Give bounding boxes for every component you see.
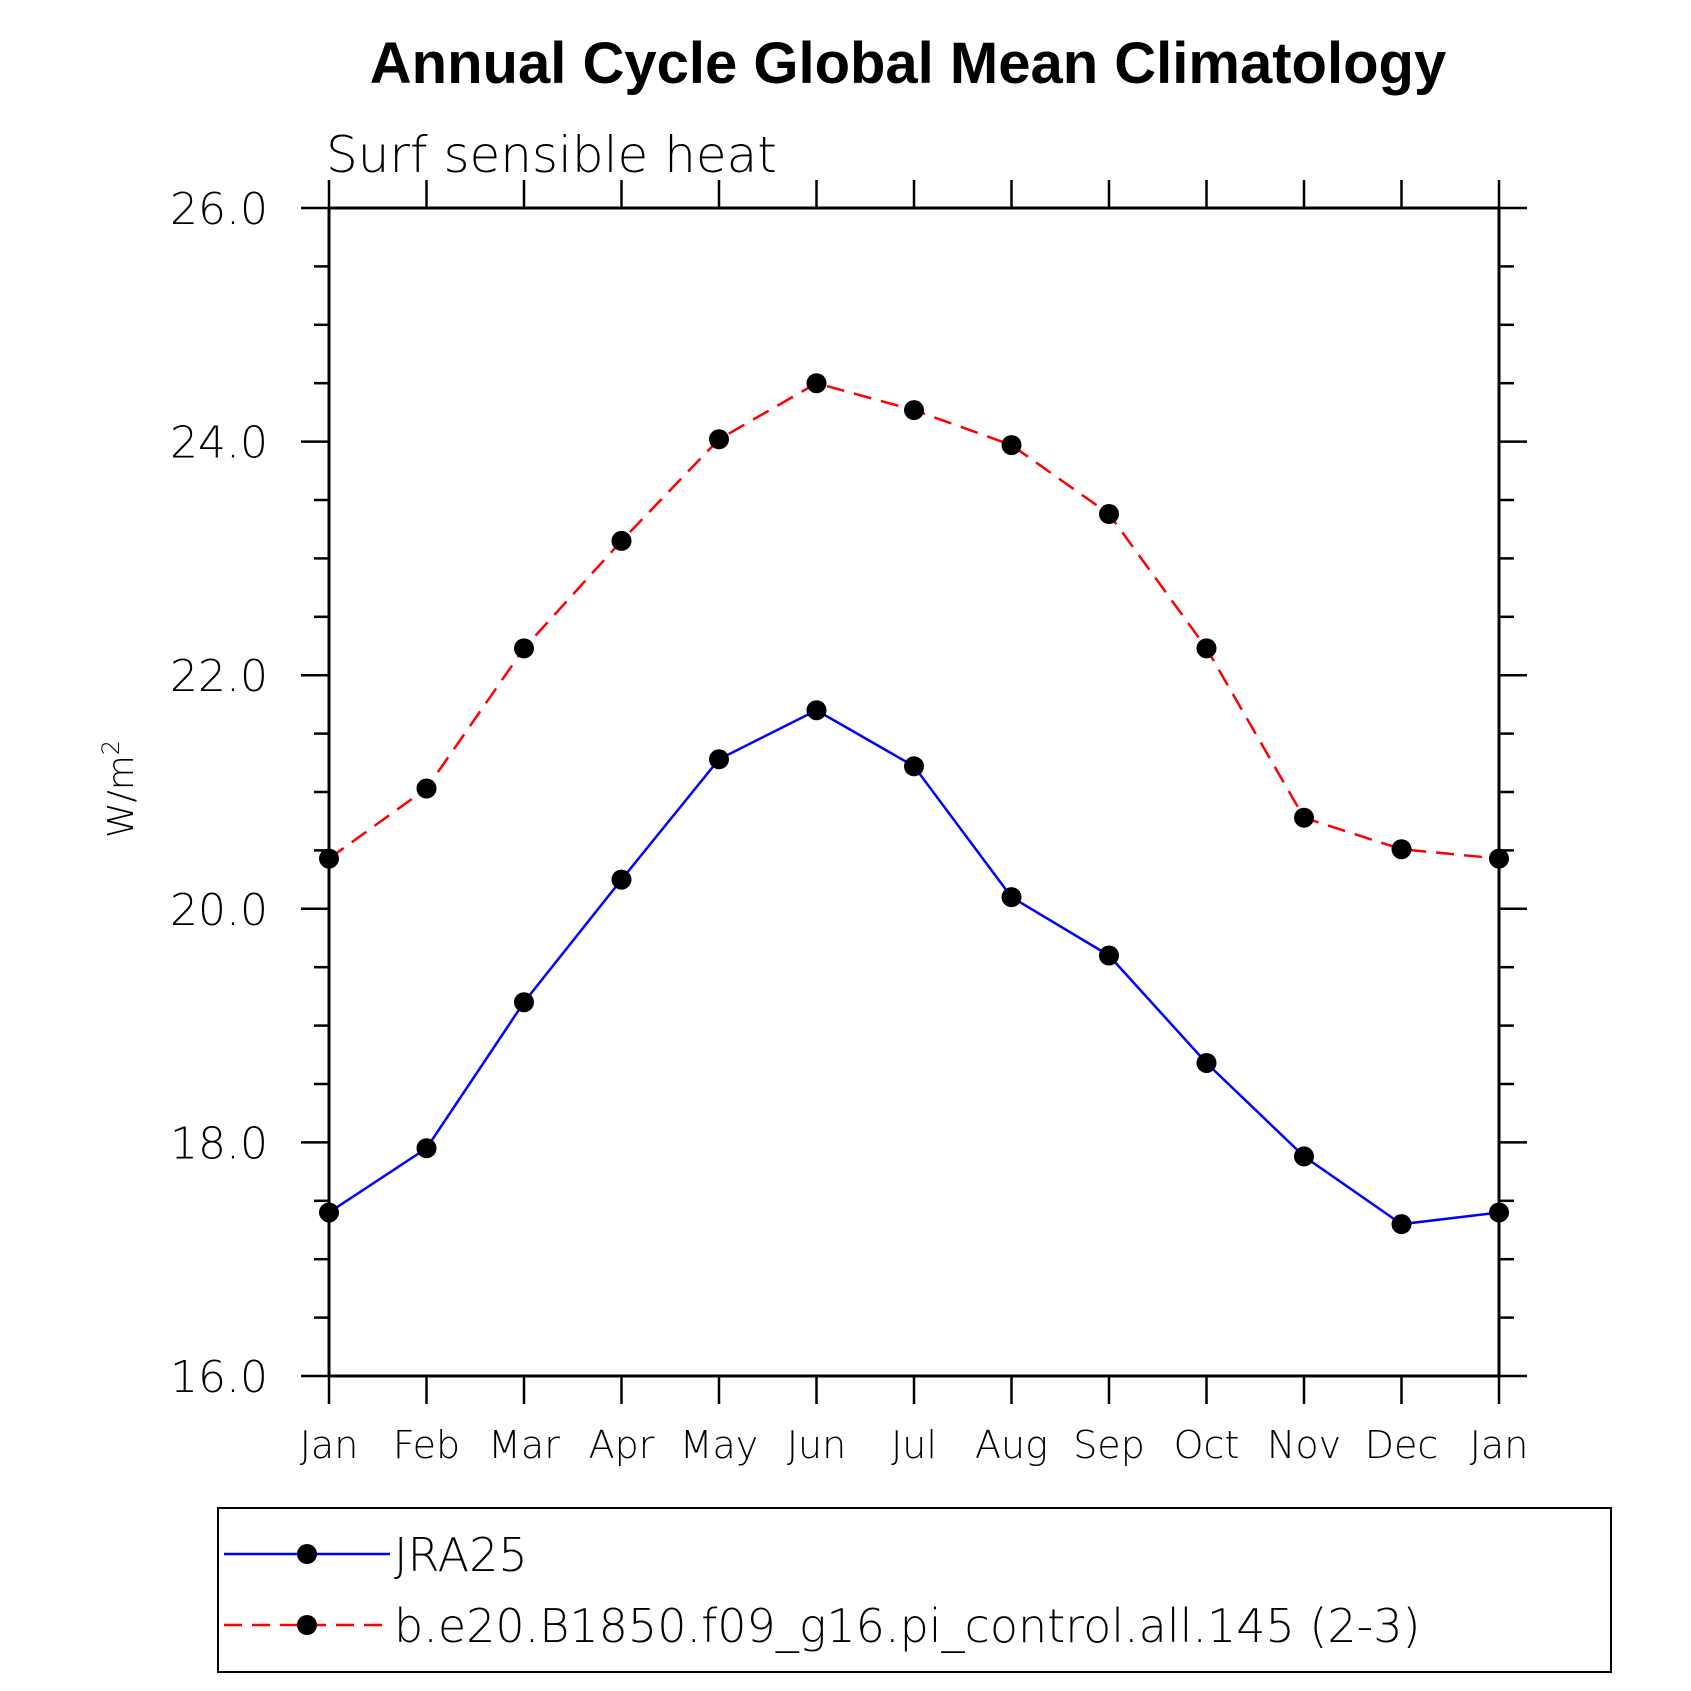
x-tick-label: Jan bbox=[300, 1423, 359, 1467]
x-tick-label: Jan bbox=[1470, 1423, 1529, 1467]
series-1-point bbox=[1294, 1146, 1314, 1167]
series-1-point bbox=[1489, 1202, 1509, 1223]
series-1-point bbox=[1196, 1052, 1217, 1073]
series-2-point bbox=[1391, 839, 1412, 860]
x-tick-label: Jul bbox=[891, 1423, 937, 1467]
legend-label-2: b.e20.B1850.f09_g16.pi_control.all.145 (… bbox=[394, 1599, 1420, 1653]
series-2-point bbox=[514, 638, 534, 659]
plot-border bbox=[327, 206, 1501, 1378]
series-1-point bbox=[514, 992, 534, 1013]
x-tick-label: Oct bbox=[1174, 1423, 1240, 1467]
x-tick-label: Aug bbox=[975, 1423, 1048, 1467]
series-2-point bbox=[806, 373, 827, 394]
series-lines bbox=[328, 381, 1500, 1226]
y-tick-label: 18.0 bbox=[170, 1118, 268, 1169]
legend-box bbox=[217, 1507, 1612, 1673]
x-tick-label: Sep bbox=[1073, 1423, 1145, 1467]
legend-label-1: JRA25 bbox=[394, 1528, 528, 1582]
series-markers bbox=[319, 373, 1509, 1235]
x-tick-label: Nov bbox=[1267, 1423, 1341, 1467]
series-line-1 bbox=[328, 708, 1500, 1226]
x-tick-label: Mar bbox=[488, 1423, 560, 1467]
series-1-point bbox=[1001, 887, 1022, 908]
x-tick-label: May bbox=[680, 1423, 759, 1467]
series-1-point bbox=[904, 756, 924, 777]
series-1-point bbox=[806, 700, 827, 721]
x-tick-labels: Jan Feb Mar Apr May Jun Jul Aug Sep Oct Nov Dec Jan bbox=[300, 1423, 1529, 1467]
chart-title: Annual Cycle Global Mean Climatology bbox=[370, 31, 1446, 96]
series-1-point bbox=[1391, 1214, 1412, 1235]
series-2-point bbox=[904, 400, 924, 421]
x-tick-label: Dec bbox=[1365, 1423, 1439, 1467]
series-line-2 bbox=[328, 381, 1500, 860]
series-2-point bbox=[611, 530, 632, 551]
y-axis-label: W/m2 bbox=[97, 740, 142, 838]
y-axis-label-unit: W/m bbox=[101, 755, 142, 838]
plot-frame bbox=[327, 206, 1501, 1378]
series-2-point bbox=[1099, 504, 1119, 525]
x-tick-label: Apr bbox=[589, 1423, 655, 1467]
series-2-point bbox=[1001, 435, 1022, 456]
y-tick-label: 20.0 bbox=[170, 885, 268, 936]
series-2-point bbox=[416, 778, 437, 799]
legend: JRA25 b.e20.B1850.f09_g16.pi_control.all.… bbox=[217, 1507, 1612, 1673]
series-2-point bbox=[319, 848, 339, 869]
y-tick-label: 22.0 bbox=[170, 651, 268, 702]
series-1-point bbox=[416, 1138, 437, 1159]
axis-ticks bbox=[301, 180, 1527, 1404]
series-1-point bbox=[611, 869, 632, 890]
series-1-point bbox=[709, 749, 729, 770]
y-tick-label: 24.0 bbox=[170, 418, 268, 469]
series-1-point bbox=[319, 1202, 339, 1223]
legend-marker-1 bbox=[297, 1544, 317, 1564]
series-2-point bbox=[1196, 638, 1217, 659]
series-2-point bbox=[1294, 807, 1314, 828]
series-2-point bbox=[1489, 848, 1509, 869]
chart-subtitle: Surf sensible heat bbox=[326, 126, 777, 184]
y-tick-label: 26.0 bbox=[170, 184, 268, 235]
y-tick-labels: 16.0 18.0 20.0 22.0 24.0 26.0 bbox=[170, 184, 268, 1403]
y-axis-label-exponent: 2 bbox=[97, 740, 125, 755]
series-1-point bbox=[1099, 945, 1119, 966]
series-2-point bbox=[709, 429, 729, 450]
x-tick-label: Feb bbox=[393, 1423, 460, 1467]
legend-marker-2 bbox=[297, 1615, 317, 1635]
x-tick-label: Jun bbox=[787, 1423, 846, 1467]
y-tick-label: 16.0 bbox=[170, 1352, 268, 1403]
